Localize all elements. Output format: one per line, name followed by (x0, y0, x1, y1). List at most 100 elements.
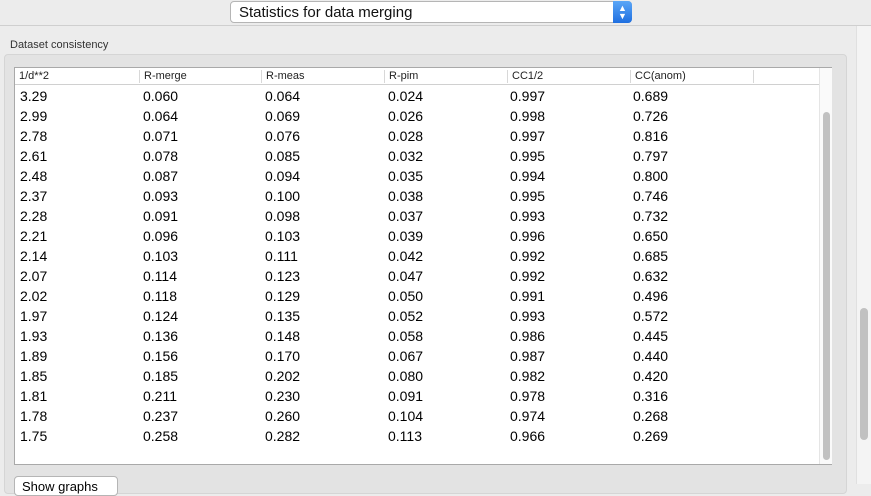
table-cell: 0.103 (143, 248, 179, 264)
table-cell: 2.28 (20, 208, 48, 224)
table-cell: 0.067 (388, 348, 424, 364)
table-cell: 0.685 (633, 248, 669, 264)
table-cell: 0.136 (143, 328, 179, 344)
table-cell: 0.156 (143, 348, 179, 364)
column-header[interactable]: CC1/2 (507, 70, 543, 83)
table-cell: 0.076 (265, 128, 301, 144)
show-graphs-button[interactable]: Show graphs (14, 476, 118, 496)
table-cell: 0.103 (265, 228, 301, 244)
table-row[interactable]: 2.28 0.091 0.098 0.037 0.993 0.732 (15, 207, 819, 227)
table-cell: 0.098 (265, 208, 301, 224)
table-cell: 0.042 (388, 248, 424, 264)
table-cell: 0.816 (633, 128, 669, 144)
statistics-type-select[interactable]: Statistics for data merging ▲ ▼ (230, 1, 632, 23)
table-cell: 0.185 (143, 368, 179, 384)
table-cell: 0.746 (633, 188, 669, 204)
table-cell: 0.060 (143, 88, 179, 104)
table-row[interactable]: 1.89 0.156 0.170 0.067 0.987 0.440 (15, 347, 819, 367)
table-cell: 2.48 (20, 168, 48, 184)
scrollbar-thumb[interactable] (860, 308, 868, 440)
table-cell: 0.148 (265, 328, 301, 344)
table-row[interactable]: 2.99 0.064 0.069 0.026 0.998 0.726 (15, 107, 819, 127)
table-cell: 0.114 (143, 268, 177, 284)
table-cell: 1.81 (20, 388, 48, 404)
table-row[interactable]: 1.78 0.237 0.260 0.104 0.974 0.268 (15, 407, 819, 427)
toolbar: Statistics for data merging ▲ ▼ (0, 0, 871, 26)
table-cell: 0.129 (265, 288, 301, 304)
table-cell: 1.75 (20, 428, 48, 444)
table-cell: 0.316 (633, 388, 669, 404)
table-cell: 0.632 (633, 268, 669, 284)
table-cell: 0.978 (510, 388, 546, 404)
table-cell: 2.14 (20, 248, 48, 264)
table-cell: 3.29 (20, 88, 48, 104)
table-header: 1/d**2 R-merge R-meas R-pim CC1/2 CC(anom) (15, 68, 819, 85)
table-row[interactable]: 1.75 0.258 0.282 0.113 0.966 0.269 (15, 427, 819, 447)
table-cell: 0.994 (510, 168, 546, 184)
table-cell: 2.78 (20, 128, 48, 144)
column-header[interactable]: CC(anom) (630, 70, 686, 83)
column-header[interactable]: R-pim (384, 70, 418, 83)
table-scrollbar[interactable] (819, 68, 832, 464)
table-row[interactable]: 2.48 0.087 0.094 0.035 0.994 0.800 (15, 167, 819, 187)
table-cell: 0.091 (388, 388, 424, 404)
column-header[interactable]: 1/d**2 (19, 70, 49, 82)
table-cell: 0.996 (510, 228, 546, 244)
table-cell: 0.732 (633, 208, 669, 224)
table-row[interactable]: 1.85 0.185 0.202 0.080 0.982 0.420 (15, 367, 819, 387)
table-cell: 0.974 (510, 408, 546, 424)
table-row[interactable]: 3.29 0.060 0.064 0.024 0.997 0.689 (15, 87, 819, 107)
table-cell: 0.982 (510, 368, 546, 384)
table-row[interactable]: 2.02 0.118 0.129 0.050 0.991 0.496 (15, 287, 819, 307)
column-header[interactable]: R-merge (139, 70, 187, 83)
table-cell: 0.071 (143, 128, 179, 144)
table-row[interactable]: 2.14 0.103 0.111 0.042 0.992 0.685 (15, 247, 819, 267)
table-row[interactable]: 1.93 0.136 0.148 0.058 0.986 0.445 (15, 327, 819, 347)
table-cell: 1.85 (20, 368, 48, 384)
table-row[interactable]: 2.37 0.093 0.100 0.038 0.995 0.746 (15, 187, 819, 207)
table-cell: 0.998 (510, 108, 546, 124)
table-cell: 2.99 (20, 108, 48, 124)
table-row[interactable]: 2.78 0.071 0.076 0.028 0.997 0.816 (15, 127, 819, 147)
table-cell: 0.035 (388, 168, 424, 184)
window-scrollbar[interactable] (856, 26, 871, 484)
table-row[interactable]: 1.81 0.211 0.230 0.091 0.978 0.316 (15, 387, 819, 407)
table-cell: 0.445 (633, 328, 669, 344)
table-cell: 2.07 (20, 268, 48, 284)
column-header[interactable]: R-meas (261, 70, 305, 83)
table-cell: 0.230 (265, 388, 301, 404)
table-row[interactable]: 2.61 0.078 0.085 0.032 0.995 0.797 (15, 147, 819, 167)
table-cell: 0.650 (633, 228, 669, 244)
table-cell: 0.080 (388, 368, 424, 384)
table-cell: 0.100 (265, 188, 301, 204)
table-cell: 0.797 (633, 148, 669, 164)
scrollbar-thumb[interactable] (823, 112, 830, 460)
table-row[interactable]: 2.07 0.114 0.123 0.047 0.992 0.632 (15, 267, 819, 287)
table-cell: 0.992 (510, 268, 546, 284)
table-cell: 0.170 (265, 348, 301, 364)
table-cell: 0.111 (265, 248, 298, 264)
table-cell: 0.496 (633, 288, 669, 304)
table-cell: 0.987 (510, 348, 546, 364)
statistics-table: 1/d**2 R-merge R-meas R-pim CC1/2 CC(anom) 3.… (14, 67, 832, 465)
table-cell: 0.800 (633, 168, 669, 184)
table-cell: 0.269 (633, 428, 669, 444)
table-cell: 0.087 (143, 168, 179, 184)
table-cell: 0.995 (510, 148, 546, 164)
group-label: Dataset consistency (10, 39, 109, 51)
table-cell: 0.064 (265, 88, 301, 104)
table-cell: 1.89 (20, 348, 48, 364)
table-row[interactable]: 1.97 0.124 0.135 0.052 0.993 0.572 (15, 307, 819, 327)
table-cell: 1.93 (20, 328, 48, 344)
table-cell: 0.050 (388, 288, 424, 304)
table-cell: 0.091 (143, 208, 179, 224)
table-cell: 0.258 (143, 428, 179, 444)
table-cell: 0.113 (388, 428, 422, 444)
table-cell: 0.052 (388, 308, 424, 324)
table-row[interactable]: 2.21 0.096 0.103 0.039 0.996 0.650 (15, 227, 819, 247)
table-cell: 0.268 (633, 408, 669, 424)
table-cell: 0.064 (143, 108, 179, 124)
table-cell: 0.420 (633, 368, 669, 384)
table-cell: 0.986 (510, 328, 546, 344)
table-cell: 0.094 (265, 168, 301, 184)
